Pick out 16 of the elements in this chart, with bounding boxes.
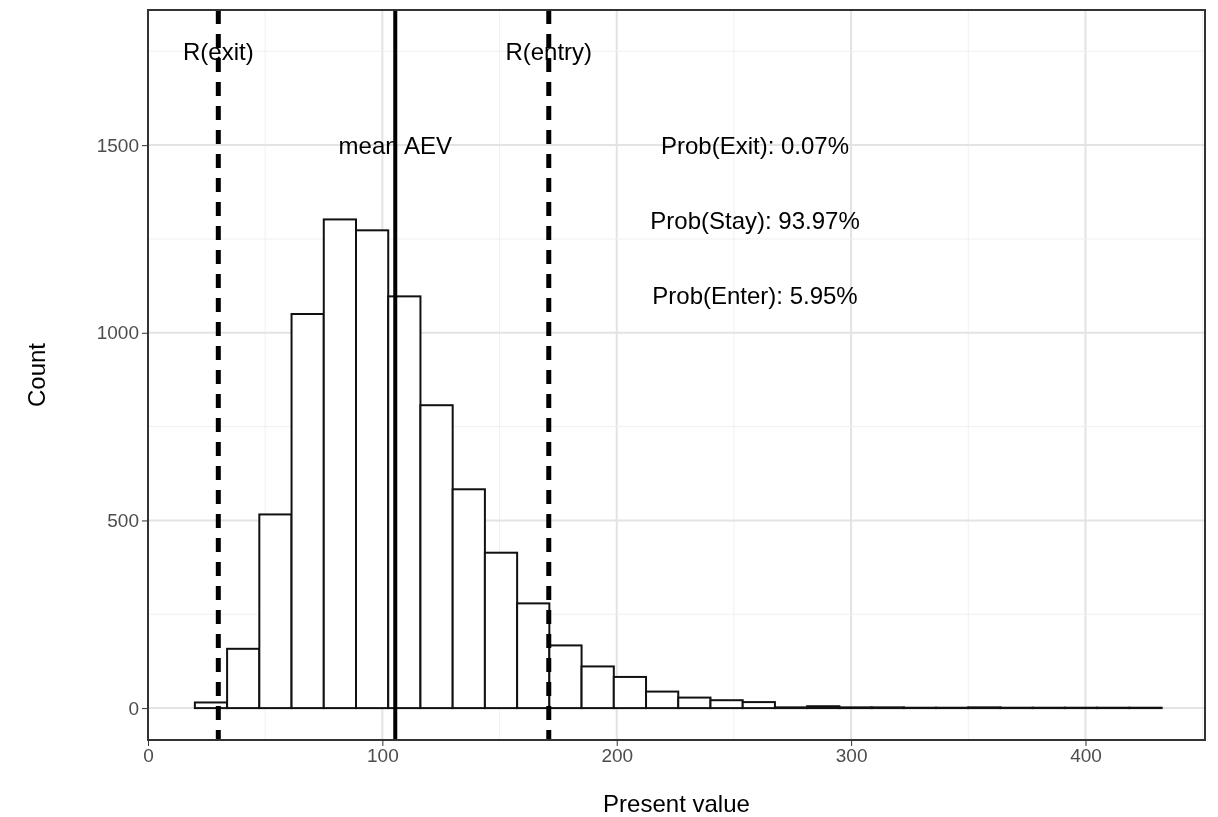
y-tick-label: 500 [107,510,139,532]
annotation: Prob(Exit): 0.07% [660,131,850,159]
ref-line-label: R(exit) [182,37,254,65]
y-axis-title: Count [23,342,50,408]
y-tick-label: 1500 [96,134,139,156]
ref-line-label: R(entry) [505,37,593,65]
annotation: Prob(Enter): 5.95% [652,281,858,309]
x-tick-label: 200 [601,745,634,767]
x-tick-label: 400 [1070,745,1102,767]
x-tick-label: 100 [367,745,399,767]
x-tick-label: 0 [143,745,154,767]
y-tick-label: 0 [128,697,139,719]
annotation: Prob(Stay): 93.97% [650,206,860,234]
y-tick-label: 1000 [96,322,139,344]
x-axis-title: Present value [603,790,750,817]
x-tick-label: 300 [835,745,868,767]
